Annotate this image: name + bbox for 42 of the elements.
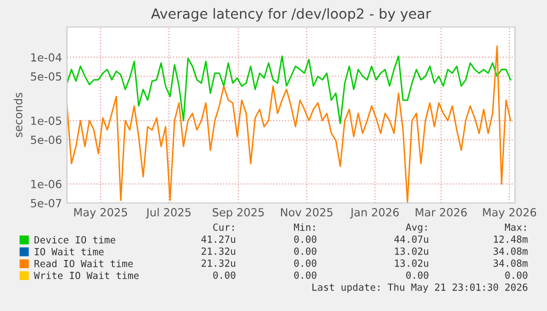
y-tick-label: 5e-05 (30, 72, 62, 81)
x-tick-label: Sep 2025 (212, 208, 264, 219)
text: 34.08m (494, 259, 528, 267)
legend-label: IO Wait time (34, 248, 104, 256)
x-tick-label: Jan 2026 (350, 208, 399, 219)
text: 0.00 (294, 259, 316, 267)
line-series (67, 45, 512, 203)
y-tick-label: 1e-04 (31, 53, 62, 62)
text: 0.00 (294, 271, 316, 279)
y-tick-label: 1e-06 (31, 180, 62, 188)
text: 0.00 (505, 271, 528, 279)
text: Cur: (213, 223, 234, 231)
chart-title: Average latency for /dev/loop2 - by year (151, 8, 432, 22)
text: 12.48m (494, 235, 528, 243)
text: 0.00 (294, 247, 316, 255)
text: 21.32u (202, 259, 236, 267)
legend-label: Read IO Wait time (34, 260, 133, 268)
text: Last update: Thu May 21 23:01:30 2026 (312, 283, 528, 293)
x-tick-label: Jul 2025 (146, 208, 191, 219)
text: Max: (504, 224, 526, 231)
text: 44.07u (394, 235, 428, 243)
text: Min: (294, 223, 315, 231)
x-tick-label: Mar 2026 (416, 208, 467, 216)
x-tick-label: Nov 2025 (281, 208, 332, 216)
y-tick-label: 1e-05 (31, 116, 62, 125)
line-series (67, 55, 512, 124)
y-axis-title: seconds (14, 92, 22, 138)
text: 41.27u (201, 235, 236, 243)
text: 0.00 (213, 271, 236, 279)
legend-label: Write IO Wait time (34, 272, 139, 280)
text: 0.00 (406, 271, 428, 279)
y-tick-label: 5e-06 (30, 136, 62, 144)
x-tick-label: May 2025 (74, 208, 128, 219)
text: 0.00 (294, 235, 316, 243)
text: Avg: (406, 224, 427, 233)
x-tick-label: May 2026 (483, 208, 536, 219)
legend-label: Device IO time (34, 236, 116, 244)
text: 13.02u (395, 259, 428, 267)
text: 13.02u (395, 247, 428, 255)
text: 21.32u (202, 247, 236, 255)
y-tick-label: 5e-07 (30, 198, 62, 208)
text: 34.08m (494, 247, 528, 255)
